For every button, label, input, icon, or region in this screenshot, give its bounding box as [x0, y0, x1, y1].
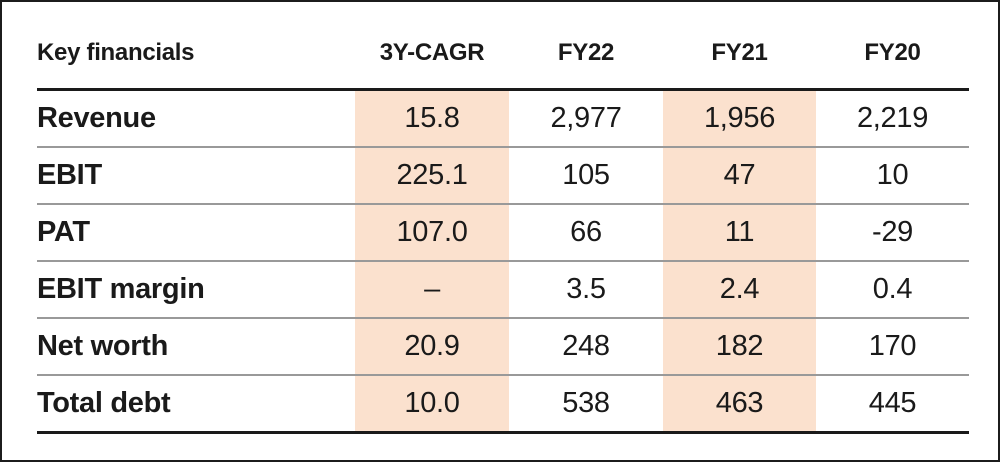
key-financials-table: Key financials 3Y-CAGR FY22 FY21 FY20 Re… [37, 4, 969, 434]
col-header-fy22: FY22 [557, 39, 615, 66]
cell-value: 0.4 [872, 273, 913, 305]
table-row-pat: PAT 107.0 66 11 -29 [37, 204, 969, 261]
cell-value: 463 [663, 375, 816, 433]
cell-value: 182 [663, 318, 816, 375]
cell-value: 10.0 [355, 375, 509, 433]
cell-value: 3.5 [566, 273, 606, 305]
col-header-fy21: FY21 [711, 39, 768, 66]
cell-value: 445 [868, 387, 917, 419]
cell-value: -29 [871, 216, 913, 248]
row-label: EBIT [37, 159, 102, 191]
col-header-fy20: FY20 [864, 39, 921, 66]
row-label: Total debt [37, 387, 171, 419]
cell-value: 225.1 [355, 147, 509, 204]
table-row-ebit-margin: EBIT margin – 3.5 2.4 0.4 [37, 261, 969, 318]
row-label: Net worth [37, 330, 169, 362]
cell-value: 105 [562, 159, 610, 191]
cell-value: 538 [562, 387, 610, 419]
cell-value: 66 [570, 216, 602, 248]
cell-value: 107.0 [355, 204, 509, 261]
cell-value: 47 [663, 147, 816, 204]
cell-value: 11 [663, 204, 816, 261]
header-row: Key financials 3Y-CAGR FY22 FY21 FY20 [37, 4, 969, 90]
table-row-net-worth: Net worth 20.9 248 182 170 [37, 318, 969, 375]
row-label: EBIT margin [37, 273, 205, 305]
table-row-revenue: Revenue 15.8 2,977 1,956 2,219 [37, 89, 969, 147]
table-row-ebit: EBIT 225.1 105 47 10 [37, 147, 969, 204]
cell-value: 2.4 [663, 261, 816, 318]
cell-value: 2,219 [856, 102, 929, 134]
cell-value: 248 [562, 330, 610, 362]
row-label: Revenue [37, 102, 156, 134]
cell-value: 20.9 [355, 318, 509, 375]
cell-value: – [355, 261, 509, 318]
col-header-key-financials: Key financials [37, 39, 195, 66]
cell-value: 10 [876, 159, 909, 191]
cell-value: 2,977 [550, 102, 622, 134]
col-header-3y-cagr: 3Y-CAGR [379, 39, 485, 66]
cell-value: 170 [868, 330, 917, 362]
row-label: PAT [37, 216, 90, 248]
cell-value: 1,956 [663, 89, 816, 147]
cell-value: 15.8 [355, 89, 509, 147]
table-row-total-debt: Total debt 10.0 538 463 445 [37, 375, 969, 433]
